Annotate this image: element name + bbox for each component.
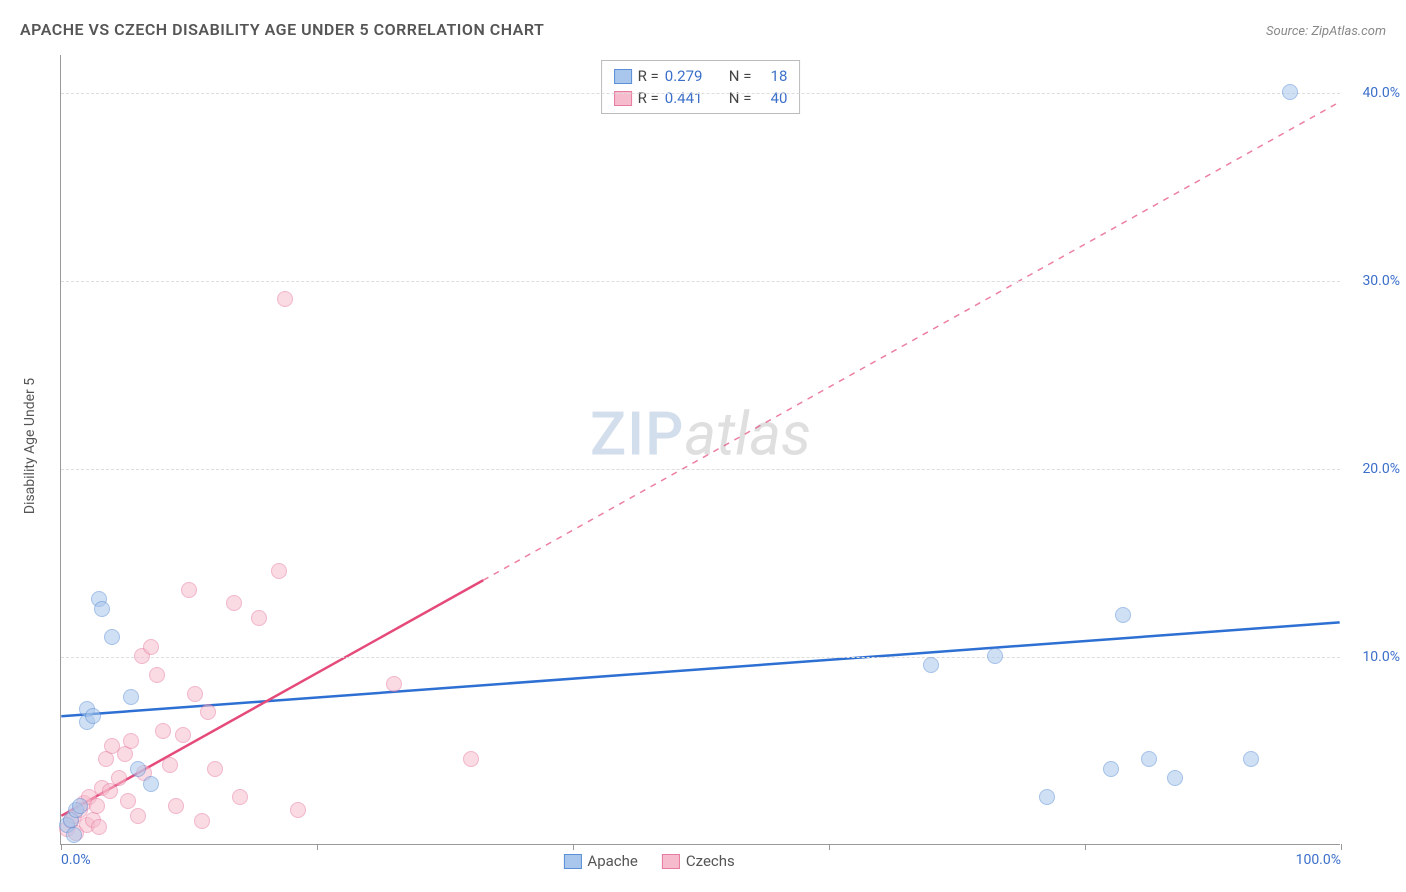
legend-item: Apache (563, 852, 637, 870)
scatter-point (207, 761, 223, 777)
scatter-point (194, 813, 210, 829)
scatter-point (1243, 751, 1259, 767)
y-tick-label: 10.0% (1345, 649, 1400, 665)
scatter-point (187, 686, 203, 702)
x-tick-label: 100.0% (1296, 852, 1341, 868)
scatter-point (111, 770, 127, 786)
watermark: ZIPatlas (590, 398, 811, 469)
x-tick (1085, 844, 1086, 850)
stats-row: R = 0.279 N = 18 (614, 65, 788, 87)
y-axis-label: Disability Age Under 5 (22, 378, 38, 514)
legend-item: Czechs (662, 852, 735, 870)
scatter-point (277, 291, 293, 307)
gridline (61, 469, 1340, 470)
scatter-point (1167, 770, 1183, 786)
legend-swatch (563, 854, 581, 869)
x-tick (317, 844, 318, 850)
scatter-point (226, 595, 242, 611)
scatter-point (94, 601, 110, 617)
scatter-point (271, 563, 287, 579)
scatter-point (386, 676, 402, 692)
scatter-point (987, 648, 1003, 664)
scatter-point (72, 798, 88, 814)
x-tick (829, 844, 830, 850)
scatter-point (91, 819, 107, 835)
stat-r-value: 0.279 (665, 67, 715, 85)
scatter-point (149, 667, 165, 683)
stats-box: R = 0.279 N = 18 R =0.441N =40 (601, 60, 801, 114)
scatter-point (1282, 84, 1298, 100)
x-tick (573, 844, 574, 850)
scatter-point (463, 751, 479, 767)
scatter-point (85, 708, 101, 724)
watermark-zip: ZIP (590, 398, 684, 469)
scatter-point (1115, 607, 1131, 623)
scatter-point (168, 798, 184, 814)
scatter-point (143, 639, 159, 655)
scatter-point (232, 789, 248, 805)
source-label: Source: ZipAtlas.com (1266, 24, 1386, 39)
header-row: APACHE VS CZECH DISABILITY AGE UNDER 5 C… (20, 20, 1386, 39)
trend-lines-svg (61, 55, 1340, 844)
plot-area: ZIPatlas R =0.279N =18R =0.441N =40 Apac… (60, 55, 1340, 845)
gridline (61, 93, 1340, 94)
scatter-point (290, 802, 306, 818)
gridline (61, 657, 1340, 658)
scatter-point (175, 727, 191, 743)
scatter-point (130, 761, 146, 777)
trend-line-solid (61, 622, 1339, 716)
x-tick-label: 0.0% (61, 852, 91, 868)
stat-n-value: 18 (757, 67, 787, 85)
y-tick-label: 30.0% (1345, 273, 1400, 289)
scatter-point (89, 798, 105, 814)
legend-swatch (614, 69, 632, 84)
source-prefix: Source: (1266, 24, 1311, 39)
scatter-point (66, 827, 82, 843)
x-tick (1341, 844, 1342, 850)
scatter-point (162, 757, 178, 773)
trend-line-dashed (483, 102, 1340, 580)
bottom-legend: Apache Czechs (563, 852, 734, 870)
source-name: ZipAtlas.com (1311, 24, 1386, 39)
y-tick-label: 40.0% (1345, 85, 1400, 101)
scatter-point (143, 776, 159, 792)
chart-title: APACHE VS CZECH DISABILITY AGE UNDER 5 C… (20, 20, 544, 39)
scatter-point (120, 793, 136, 809)
legend-label: Apache (587, 852, 637, 870)
scatter-point (200, 704, 216, 720)
scatter-point (251, 610, 267, 626)
x-tick (61, 844, 62, 850)
gridline (61, 281, 1340, 282)
scatter-point (1039, 789, 1055, 805)
scatter-point (123, 733, 139, 749)
scatter-point (923, 657, 939, 673)
legend-swatch (662, 854, 680, 869)
y-tick-label: 20.0% (1345, 461, 1400, 477)
stats-row: R =0.441N =40 (614, 87, 788, 109)
scatter-point (155, 723, 171, 739)
scatter-point (130, 808, 146, 824)
scatter-point (1103, 761, 1119, 777)
scatter-point (104, 629, 120, 645)
stat-r-label: R = (638, 67, 659, 85)
scatter-point (181, 582, 197, 598)
stat-n-label: N = (729, 67, 752, 85)
scatter-point (123, 689, 139, 705)
watermark-atlas: atlas (684, 398, 811, 469)
legend-label: Czechs (686, 852, 735, 870)
scatter-point (1141, 751, 1157, 767)
